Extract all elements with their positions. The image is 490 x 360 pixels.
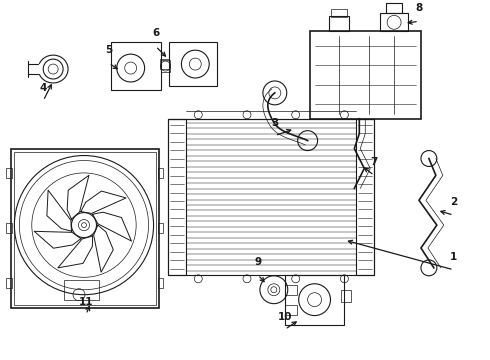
Bar [285,285,296,295]
Bar [170,42,217,86]
Bar [310,31,421,119]
Text: 5: 5 [105,45,112,55]
Bar [6,223,12,233]
Bar [380,13,408,31]
Bar [160,59,170,69]
Bar [342,290,351,302]
Text: 2: 2 [450,197,457,207]
Bar [169,119,186,275]
Bar [157,168,164,179]
Text: 8: 8 [416,3,422,13]
Text: 3: 3 [271,118,278,128]
Text: 1: 1 [450,252,457,262]
Bar [14,152,155,305]
Text: 4: 4 [40,83,47,93]
Bar [157,223,164,233]
Text: 7: 7 [370,157,378,167]
Bar [285,275,344,324]
Bar [111,42,161,90]
Bar [6,278,12,288]
Bar [6,168,12,179]
Text: 11: 11 [79,297,93,307]
Bar [386,4,402,13]
Bar [329,16,349,31]
Text: 10: 10 [277,311,292,321]
Bar [11,149,159,307]
Bar [331,9,347,17]
Bar [356,119,374,275]
Text: 6: 6 [152,28,159,38]
Bar [64,280,99,300]
Bar [157,278,164,288]
Bar [285,305,296,315]
Text: 9: 9 [254,257,262,267]
Bar [161,60,171,72]
Bar [169,119,374,275]
